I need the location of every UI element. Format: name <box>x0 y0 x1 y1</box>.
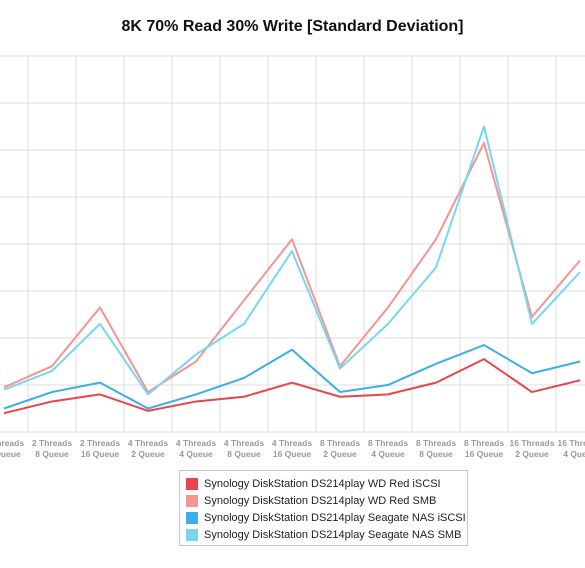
legend-swatch <box>186 477 198 490</box>
chart-title: 8K 70% Read 30% Write [Standard Deviatio… <box>121 18 464 35</box>
legend-label: Synology DiskStation DS214play WD Red iS… <box>204 477 441 490</box>
x-tick-label: 4 Threads 4 Queue <box>176 438 216 459</box>
x-tick-label: 8 Threads 8 Queue <box>416 438 456 459</box>
series-line-1 <box>3 358 581 415</box>
legend: Synology DiskStation DS214play WD Red iS… <box>179 470 468 546</box>
legend-item[interactable]: Synology DiskStation DS214play Seagate N… <box>186 509 467 526</box>
x-tick-label: 4 Threads 8 Queue <box>224 438 264 459</box>
series-line-4 <box>3 125 581 396</box>
x-tick-label: 4 Threads 16 Queue <box>272 438 312 459</box>
legend-swatch <box>186 528 198 541</box>
legend-item[interactable]: Synology DiskStation DS214play WD Red iS… <box>186 475 467 492</box>
x-tick-label: 2 Threads 16 Queue <box>80 438 120 459</box>
legend-swatch <box>186 511 198 524</box>
legend-item[interactable]: Synology DiskStation DS214play Seagate N… <box>186 526 467 543</box>
legend-label: Synology DiskStation DS214play Seagate N… <box>204 528 462 541</box>
legend-swatch <box>186 494 198 507</box>
x-tick-label: 8 Threads 4 Queue <box>368 438 408 459</box>
legend-label: Synology DiskStation DS214play WD Red SM… <box>204 494 437 507</box>
legend-item[interactable]: Synology DiskStation DS214play WD Red SM… <box>186 492 467 509</box>
grid <box>0 55 585 433</box>
legend-label: Synology DiskStation DS214play Seagate N… <box>204 511 466 524</box>
x-tick-label: 4 Threads 2 Queue <box>128 438 168 459</box>
x-tick-label: 2 Threads 8 Queue <box>32 438 72 459</box>
x-tick-label: 16 Threads 2 Queue <box>510 438 555 459</box>
x-tick-label: 8 Threads 16 Queue <box>464 438 504 459</box>
series-line-3 <box>3 344 581 410</box>
series-line-2 <box>3 141 581 394</box>
series-lines <box>3 125 581 415</box>
x-tick-label: 8 Threads 2 Queue <box>320 438 360 459</box>
